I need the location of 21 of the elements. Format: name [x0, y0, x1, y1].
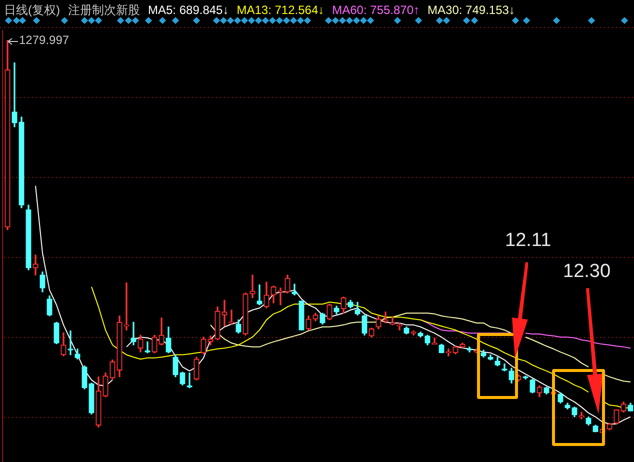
candlestick — [32, 254, 38, 276]
chart-title: 日线(复权) — [4, 2, 60, 18]
candlestick — [390, 316, 396, 326]
chart-subtitle: 注册制次新股 — [68, 2, 140, 18]
candlestick — [256, 284, 262, 306]
text: MA30: 749.153↓ — [428, 2, 515, 18]
annotation: 12.11 — [505, 230, 552, 252]
candlestick — [222, 300, 228, 326]
text: MA60: 755.870↑ — [332, 2, 420, 18]
text: MA5: 689.845↓ — [148, 2, 229, 18]
candlestick — [186, 372, 192, 388]
candlestick — [144, 341, 150, 354]
annotation: 12.30 — [563, 261, 611, 283]
candlestick — [12, 62, 18, 128]
candlestick — [228, 310, 234, 324]
text: MA13: 712.564↓ — [236, 2, 324, 18]
candlestick — [130, 322, 136, 346]
candlestick — [68, 330, 74, 356]
annotation: 1279.997 — [19, 33, 70, 48]
candlestick — [124, 282, 130, 330]
candlestick — [396, 322, 402, 330]
